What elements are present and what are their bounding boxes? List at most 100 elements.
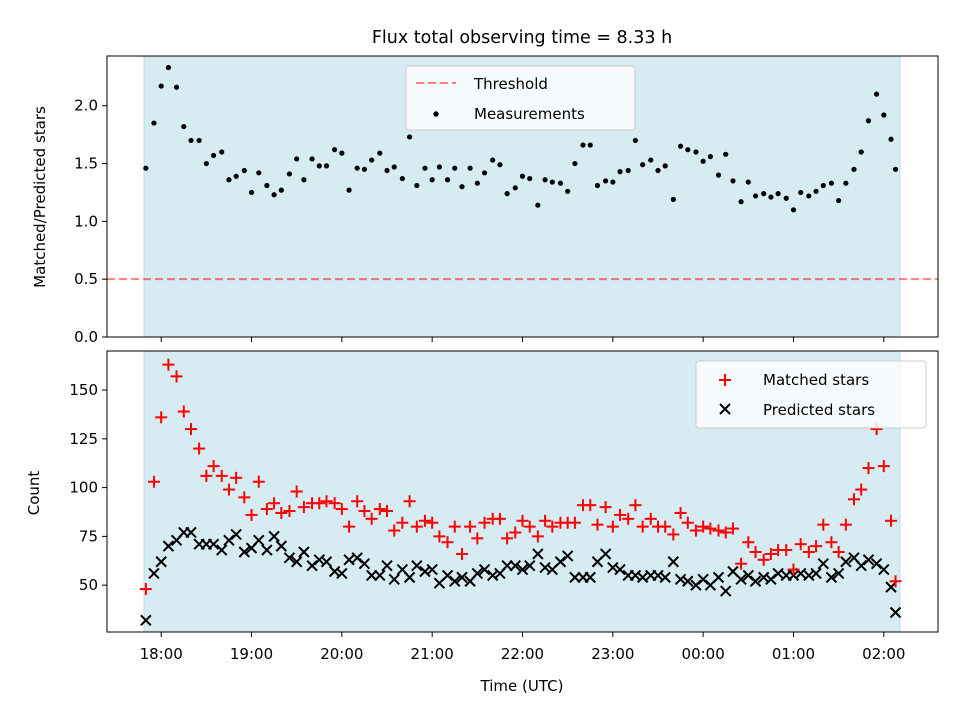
matched-legend-swatch: [719, 374, 731, 386]
matched-star-point: [403, 495, 416, 508]
bottom-x-axis: 18:00 19:00 20:00 21:00 22:00 23:00 00:00 01:00…: [140, 632, 905, 663]
matched-star-point: [764, 547, 777, 560]
measurement-point: [603, 178, 609, 184]
matched-star-point: [162, 358, 175, 371]
matched-star-point: [147, 475, 160, 488]
measurement-point: [640, 162, 646, 168]
matched-star-point: [471, 532, 484, 545]
predicted-star-point: [885, 581, 897, 593]
matched-star-point: [817, 518, 830, 531]
measurement-point: [271, 192, 277, 198]
measurement-point: [248, 189, 255, 196]
bottom-x-label: Time (UTC): [480, 677, 564, 695]
measurement-point: [316, 163, 322, 169]
measurement-point: [535, 202, 541, 208]
bottom-x-tick-label: 02:00: [862, 645, 905, 663]
bottom-y-tick-label: 150: [69, 381, 98, 399]
predicted-star-point: [825, 571, 838, 584]
matched-star-point: [290, 485, 303, 498]
predicted-star-point: [155, 556, 167, 568]
matched-star-point: [283, 505, 296, 518]
matched-star-point: [139, 583, 152, 596]
matched-star-point: [794, 538, 807, 551]
matched-star-point: [659, 520, 672, 533]
predicted-star-point: [772, 567, 784, 580]
bottom-y-tick-label: 75: [79, 527, 98, 545]
predicted-star-point: [667, 556, 680, 568]
measurement-point: [768, 194, 774, 200]
predicted-star-point: [216, 544, 228, 556]
predicted-star-point: [207, 538, 220, 550]
measurement-point: [685, 147, 691, 153]
matched-star-point: [320, 495, 333, 508]
predicted-star-point: [584, 571, 596, 584]
bottom-x-tick-label: 18:00: [140, 645, 183, 663]
measurement-point: [580, 142, 586, 148]
measurement-point: [203, 160, 209, 167]
matched-star-point: [313, 497, 326, 510]
measurement-point: [843, 180, 849, 186]
bottom-y-tick-label: 100: [69, 479, 98, 497]
measurement-point: [836, 197, 842, 204]
measurement-point: [594, 182, 601, 189]
predicted-legend-swatch: [719, 403, 731, 415]
predicted-star-point: [185, 526, 197, 539]
predicted-star-point: [501, 559, 513, 572]
predicted-star-point: [261, 544, 273, 556]
measurement-point: [632, 137, 639, 144]
matched-star-point: [614, 508, 627, 521]
bottom-x-tick-label: 21:00: [411, 645, 454, 663]
bottom-legend-box: [695, 360, 927, 429]
measurement-point: [452, 165, 458, 171]
predicted-star-point: [832, 567, 845, 580]
measurement-point: [752, 193, 759, 199]
measurement-point: [873, 91, 880, 97]
measurement-point: [662, 163, 668, 169]
matched-star-point: [644, 512, 657, 525]
measurement-point: [677, 143, 684, 149]
predicted-star-point: [283, 552, 296, 564]
measurement-point: [625, 167, 631, 174]
matched-star-point: [297, 501, 310, 514]
predicted-legend-label: Predicted stars: [763, 401, 875, 419]
matched-star-point: [825, 536, 838, 549]
top-y-tick-label: 2.0: [74, 97, 98, 115]
matched-star-point: [787, 563, 800, 576]
measurement-point: [820, 182, 826, 189]
predicted-star-point: [524, 559, 536, 572]
matched-star-point: [802, 545, 815, 558]
measurement-point: [806, 193, 812, 199]
predicted-star-point: [426, 563, 438, 576]
bottom-panel: 50 75 100 125 150 18:00 19:00 20:00 21:00 22:00 2…: [25, 350, 939, 695]
matched-star-point: [260, 503, 273, 516]
matched-star-point: [810, 540, 823, 553]
matched-star-point: [215, 469, 228, 482]
measurement-point: [323, 163, 330, 169]
matched-star-point: [862, 462, 875, 475]
matched-star-point: [441, 536, 454, 549]
matched-star-point: [396, 516, 409, 529]
measurement-point: [399, 175, 405, 182]
measurement-point: [707, 154, 713, 160]
top-y-tick-label: 0.5: [74, 270, 98, 288]
matched-star-point: [464, 520, 477, 533]
measurement-point: [851, 166, 857, 172]
predicted-star-point: [478, 563, 491, 576]
bottom-x-tick-label: 19:00: [230, 645, 273, 663]
predicted-star-point: [817, 557, 829, 570]
measurement-point: [549, 179, 555, 185]
measurement-point: [188, 137, 194, 144]
measurement-point: [301, 177, 307, 183]
measurement-point: [565, 188, 571, 194]
matched-star-point: [599, 501, 612, 514]
bottom-x-tick-label: 01:00: [772, 645, 815, 663]
predicted-star-point: [509, 559, 521, 572]
measurement-point: [377, 150, 383, 156]
matched-star-point: [622, 512, 635, 525]
matched-star-point: [185, 423, 198, 436]
measurement-point: [196, 137, 202, 144]
measurement-point: [165, 64, 172, 71]
predicted-star-point: [388, 573, 400, 586]
matched-legend-label: Matched stars: [763, 371, 869, 389]
